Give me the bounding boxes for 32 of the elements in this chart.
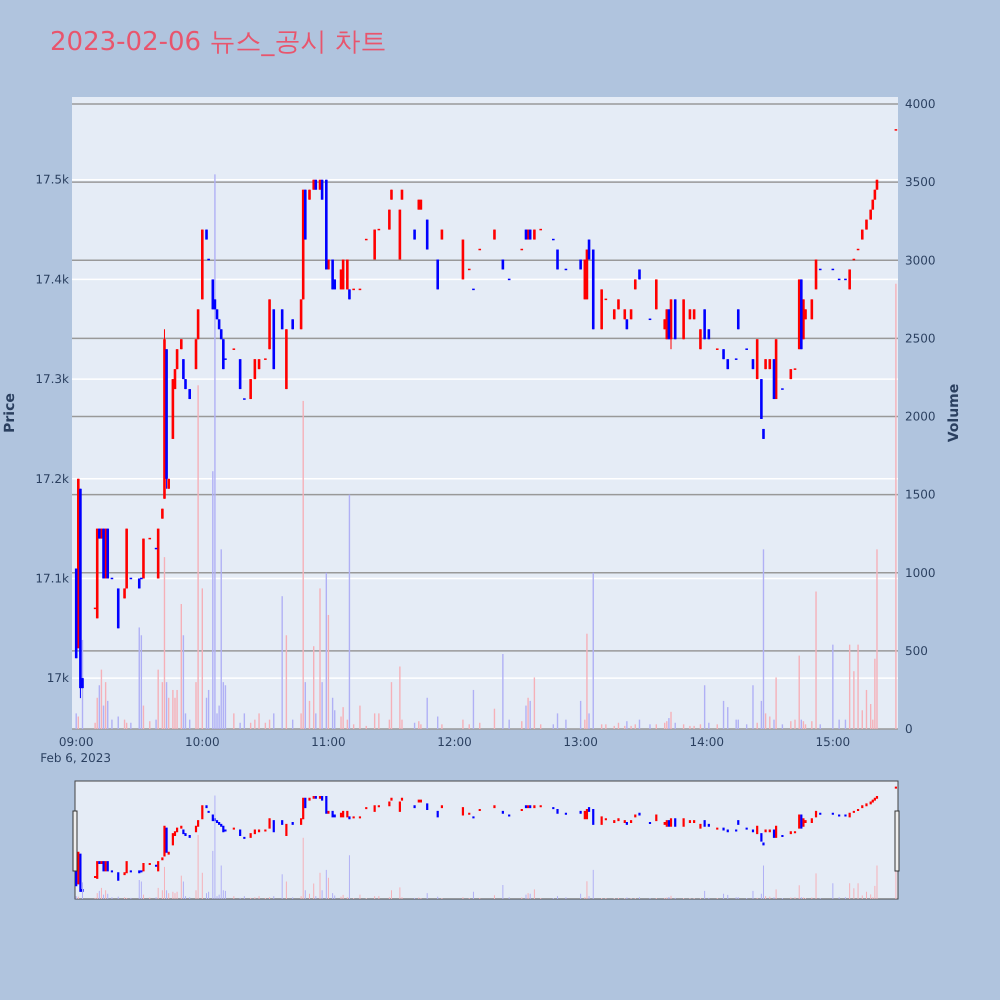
y-tick-label: 17.5k [35, 172, 70, 187]
y2-tick-label: 3000 [905, 253, 936, 268]
x-tick-label: 10:00 [185, 735, 220, 749]
candlestick [280, 308, 284, 330]
x-tick-label: 09:00 Feb 6, 2023 [40, 735, 112, 765]
chart-title: 2023-02-06 뉴스_공시 차트 [50, 27, 387, 57]
y-tick-label: 17.1k [35, 571, 70, 586]
candlestick [249, 378, 252, 400]
y2-axis-title: Volume [946, 384, 962, 442]
x-tick-label: 14:00 [689, 735, 724, 749]
y2-tick-label: 500 [905, 644, 928, 658]
y-tick-label: 17.3k [35, 372, 70, 386]
y2-tick-label: 4000 [905, 97, 936, 112]
y2-tick-label: 0 [905, 722, 913, 736]
candlestick [848, 268, 851, 290]
y2-tick-label: 2000 [905, 410, 936, 424]
x-tick-label: 11:00 [311, 735, 346, 749]
y2-tick-label: 1500 [905, 488, 936, 502]
candlestick [388, 209, 391, 230]
x-tick-label: 15:00 [816, 735, 850, 749]
candlestick [810, 298, 814, 320]
y-tick-label: 17k [46, 671, 70, 686]
y-tick-label: 17.2k [35, 472, 70, 486]
y2-tick-label: 2500 [905, 331, 936, 346]
y-axis-title: Price [2, 393, 18, 433]
x-tick-label: 12:00 [437, 735, 472, 749]
y2-tick-label: 1000 [905, 566, 936, 580]
y-tick-label: 17.4k [35, 272, 70, 286]
candlestick [254, 358, 256, 380]
x-tick-label: 13:00 [563, 735, 598, 749]
candlestick [736, 308, 740, 330]
y2-tick-label: 3500 [905, 175, 936, 190]
